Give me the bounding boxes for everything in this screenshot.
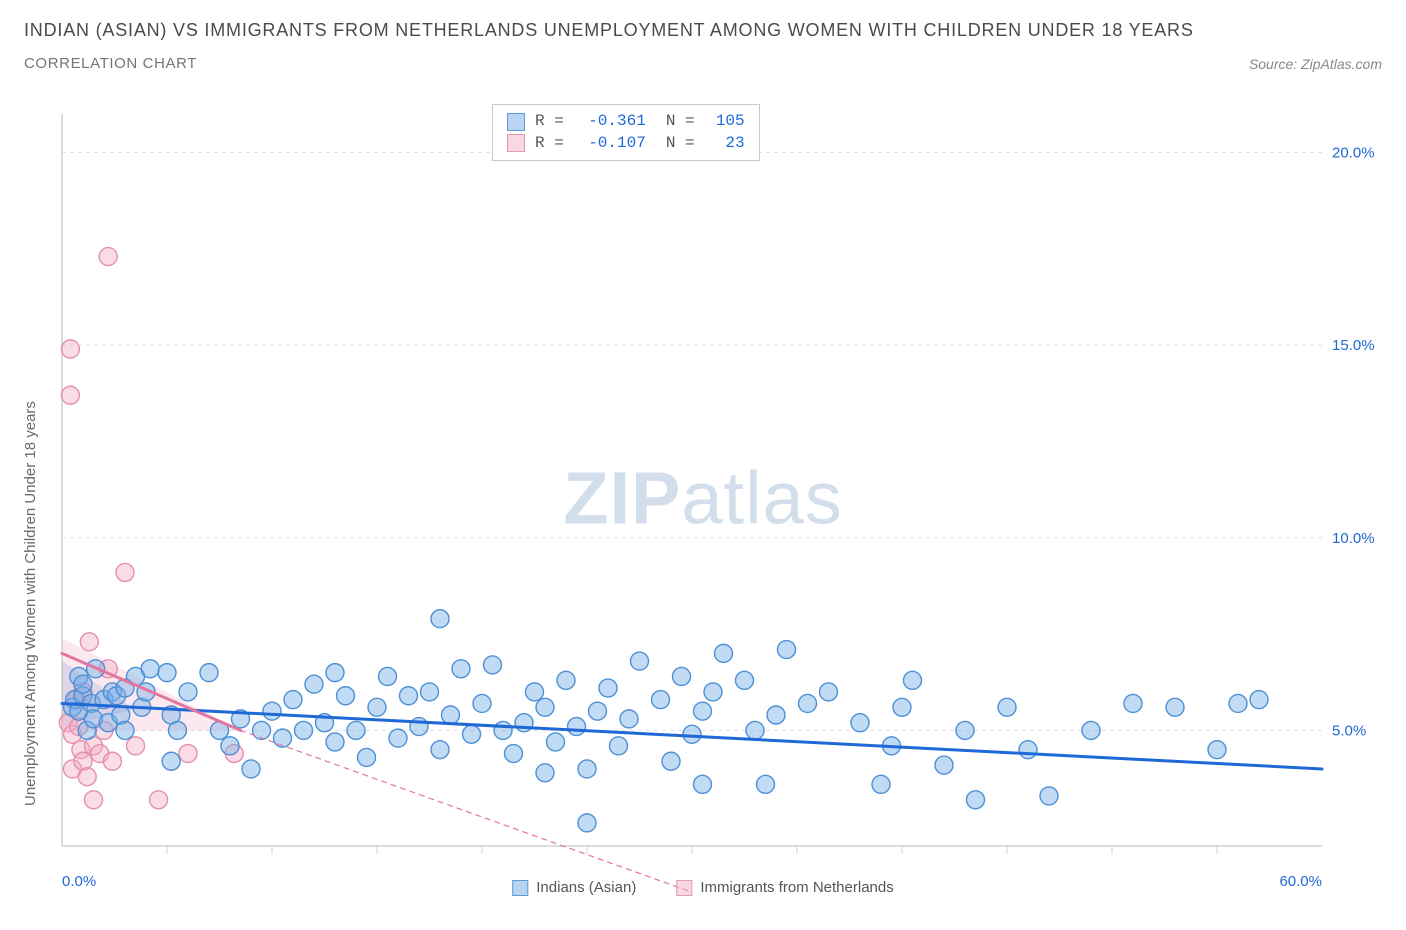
- series-legend-item: Immigrants from Netherlands: [676, 879, 893, 896]
- svg-text:20.0%: 20.0%: [1332, 145, 1375, 162]
- svg-text:5.0%: 5.0%: [1332, 722, 1366, 739]
- svg-text:10.0%: 10.0%: [1332, 530, 1375, 547]
- legend-label: Indians (Asian): [536, 879, 636, 896]
- scatter-plot-svg: 0.0% 60.0% 5.0% 10.0% 15.0% 20.0%: [22, 106, 1384, 898]
- y-axis-label: Unemployment Among Women with Children U…: [22, 401, 39, 806]
- chart-title: INDIAN (ASIAN) VS IMMIGRANTS FROM NETHER…: [24, 20, 1382, 41]
- source-credit: Source: ZipAtlas.com: [1249, 56, 1382, 72]
- legend-swatch: [676, 880, 692, 896]
- legend-row: R =-0.361N =105: [507, 111, 745, 133]
- legend-swatch: [507, 134, 525, 152]
- svg-text:60.0%: 60.0%: [1279, 873, 1322, 890]
- chart-subtitle: CORRELATION CHART: [24, 55, 197, 72]
- legend-label: Immigrants from Netherlands: [700, 879, 893, 896]
- chart-area: Unemployment Among Women with Children U…: [22, 106, 1384, 898]
- legend-row: R =-0.107N = 23: [507, 133, 745, 155]
- svg-text:15.0%: 15.0%: [1332, 337, 1375, 354]
- svg-text:0.0%: 0.0%: [62, 873, 96, 890]
- series-legend-item: Indians (Asian): [512, 879, 636, 896]
- legend-swatch: [507, 113, 525, 131]
- legend-swatch: [512, 880, 528, 896]
- series-legend: Indians (Asian) Immigrants from Netherlan…: [512, 879, 893, 896]
- correlation-legend: R =-0.361N =105R =-0.107N = 23: [492, 104, 760, 161]
